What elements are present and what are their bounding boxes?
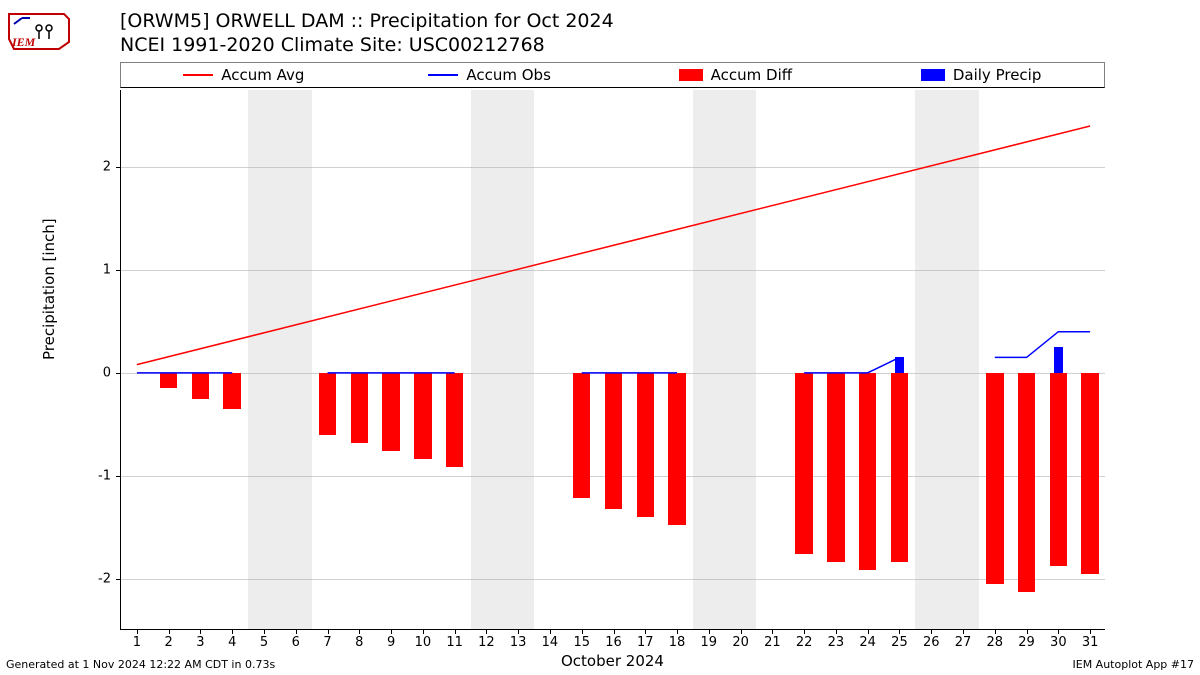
legend-label: Accum Obs: [466, 66, 551, 84]
gridline: [121, 579, 1105, 580]
legend-patch-icon: [921, 69, 945, 81]
y-axis-label: Precipitation [inch]: [40, 218, 58, 360]
plot-area: -2-1012123456789101112131415161718192021…: [120, 90, 1105, 630]
footer-generated: Generated at 1 Nov 2024 12:22 AM CDT in …: [6, 658, 275, 671]
x-tick-label: 27: [955, 629, 972, 650]
accum-diff-bar: [605, 373, 622, 509]
daily-precip-bar: [895, 357, 905, 372]
accum-diff-bar: [986, 373, 1003, 584]
accum-obs-line: [804, 357, 899, 372]
accum-diff-bar: [382, 373, 399, 451]
chart-legend: Accum Avg Accum Obs Accum Diff Daily Pre…: [120, 62, 1105, 88]
gridline: [121, 270, 1105, 271]
x-tick-label: 12: [478, 629, 495, 650]
x-tick-label: 16: [605, 629, 622, 650]
gridline: [121, 167, 1105, 168]
legend-accum-avg: Accum Avg: [121, 66, 367, 84]
accum-diff-bar: [637, 373, 654, 517]
accum-diff-bar: [795, 373, 812, 554]
x-tick-label: 15: [573, 629, 590, 650]
legend-line-icon: [428, 74, 458, 76]
x-tick-label: 4: [228, 629, 236, 650]
missing-data-shade: [693, 90, 757, 629]
accum-diff-bar: [319, 373, 336, 435]
x-tick-label: 28: [987, 629, 1004, 650]
chart-title-line1: [ORWM5] ORWELL DAM :: Precipitation for …: [120, 10, 614, 34]
y-tick-label: -1: [98, 468, 121, 483]
x-tick-label: 5: [260, 629, 268, 650]
missing-data-shade: [248, 90, 312, 629]
legend-patch-icon: [679, 69, 703, 81]
legend-label: Accum Diff: [711, 66, 792, 84]
x-tick-label: 7: [323, 629, 331, 650]
x-tick-label: 3: [196, 629, 204, 650]
y-tick-label: 0: [103, 365, 121, 380]
accum-diff-bar: [859, 373, 876, 570]
x-tick-label: 21: [764, 629, 781, 650]
y-tick-label: 2: [103, 160, 121, 175]
footer-app: IEM Autoplot App #17: [1073, 658, 1195, 671]
x-tick-label: 29: [1018, 629, 1035, 650]
accum-diff-bar: [414, 373, 431, 459]
accum-diff-bar: [1081, 373, 1098, 575]
missing-data-shade: [915, 90, 979, 629]
accum-diff-bar: [223, 373, 240, 409]
legend-line-icon: [183, 74, 213, 76]
accum-diff-bar: [1018, 373, 1035, 592]
x-tick-label: 18: [669, 629, 686, 650]
x-tick-label: 19: [701, 629, 718, 650]
legend-daily-precip: Daily Precip: [858, 66, 1104, 84]
daily-precip-bar: [1054, 347, 1064, 373]
accum-diff-bar: [827, 373, 844, 562]
x-tick-label: 31: [1082, 629, 1099, 650]
accum-diff-bar: [1050, 373, 1067, 566]
legend-accum-obs: Accum Obs: [367, 66, 613, 84]
accum-obs-line: [995, 332, 1090, 358]
accum-diff-bar: [192, 373, 209, 399]
chart-title-line2: NCEI 1991-2020 Climate Site: USC00212768: [120, 34, 614, 58]
accum-diff-bar: [160, 373, 177, 388]
x-tick-label: 14: [542, 629, 559, 650]
x-tick-label: 10: [415, 629, 432, 650]
y-tick-label: -2: [98, 571, 121, 586]
legend-label: Daily Precip: [953, 66, 1042, 84]
x-tick-label: 13: [510, 629, 527, 650]
x-tick-label: 22: [796, 629, 813, 650]
x-tick-label: 30: [1050, 629, 1067, 650]
chart-title-block: [ORWM5] ORWELL DAM :: Precipitation for …: [120, 10, 614, 58]
x-tick-label: 23: [828, 629, 845, 650]
x-tick-label: 9: [387, 629, 395, 650]
legend-accum-diff: Accum Diff: [613, 66, 859, 84]
y-tick-label: 1: [103, 263, 121, 278]
accum-diff-bar: [446, 373, 463, 468]
accum-diff-bar: [351, 373, 368, 443]
accum-diff-bar: [891, 373, 908, 562]
missing-data-shade: [471, 90, 535, 629]
x-tick-label: 20: [732, 629, 749, 650]
x-tick-label: 6: [292, 629, 300, 650]
x-tick-label: 26: [923, 629, 940, 650]
accum-diff-bar: [668, 373, 685, 525]
x-tick-label: 24: [859, 629, 876, 650]
legend-label: Accum Avg: [221, 66, 304, 84]
x-tick-label: 25: [891, 629, 908, 650]
iem-logo: IEM: [4, 4, 74, 54]
x-tick-label: 2: [165, 629, 173, 650]
accum-diff-bar: [573, 373, 590, 498]
x-tick-label: 8: [355, 629, 363, 650]
x-tick-label: 17: [637, 629, 654, 650]
x-tick-label: 1: [133, 629, 141, 650]
svg-text:IEM: IEM: [11, 35, 36, 49]
x-tick-label: 11: [446, 629, 463, 650]
